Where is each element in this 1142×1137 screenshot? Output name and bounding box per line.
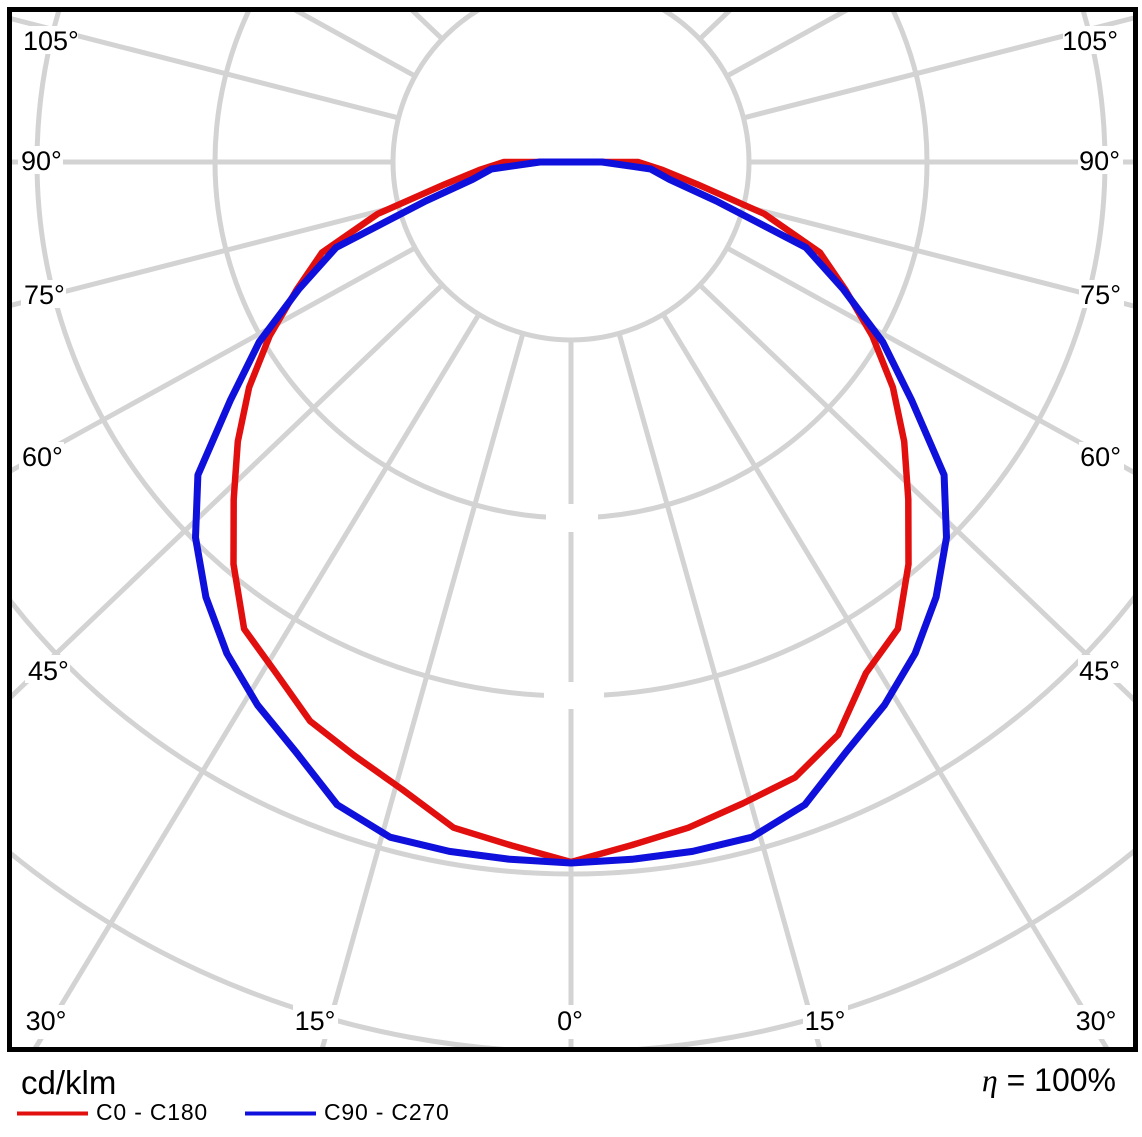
svg-text:15°: 15° xyxy=(295,1006,336,1036)
svg-text:45°: 45° xyxy=(1079,656,1120,686)
svg-text:30°: 30° xyxy=(1076,1006,1117,1036)
svg-text:90°: 90° xyxy=(1079,146,1120,176)
svg-text:15°: 15° xyxy=(805,1006,846,1036)
svg-text:30°: 30° xyxy=(26,1006,67,1036)
svg-text:C90 - C270: C90 - C270 xyxy=(324,1099,450,1125)
svg-text:105°: 105° xyxy=(1062,26,1118,56)
svg-text:60°: 60° xyxy=(22,442,63,472)
svg-text:105°: 105° xyxy=(23,26,79,56)
svg-text:90°: 90° xyxy=(21,146,62,176)
svg-text:45°: 45° xyxy=(28,656,69,686)
svg-text:η = 100%: η = 100% xyxy=(982,1062,1116,1098)
svg-text:75°: 75° xyxy=(24,280,65,310)
svg-text:60°: 60° xyxy=(1080,442,1121,472)
svg-text:0°: 0° xyxy=(557,1006,583,1036)
svg-text:75°: 75° xyxy=(1080,280,1121,310)
svg-text:C0 - C180: C0 - C180 xyxy=(96,1099,208,1125)
svg-text:cd/klm: cd/klm xyxy=(21,1064,116,1101)
